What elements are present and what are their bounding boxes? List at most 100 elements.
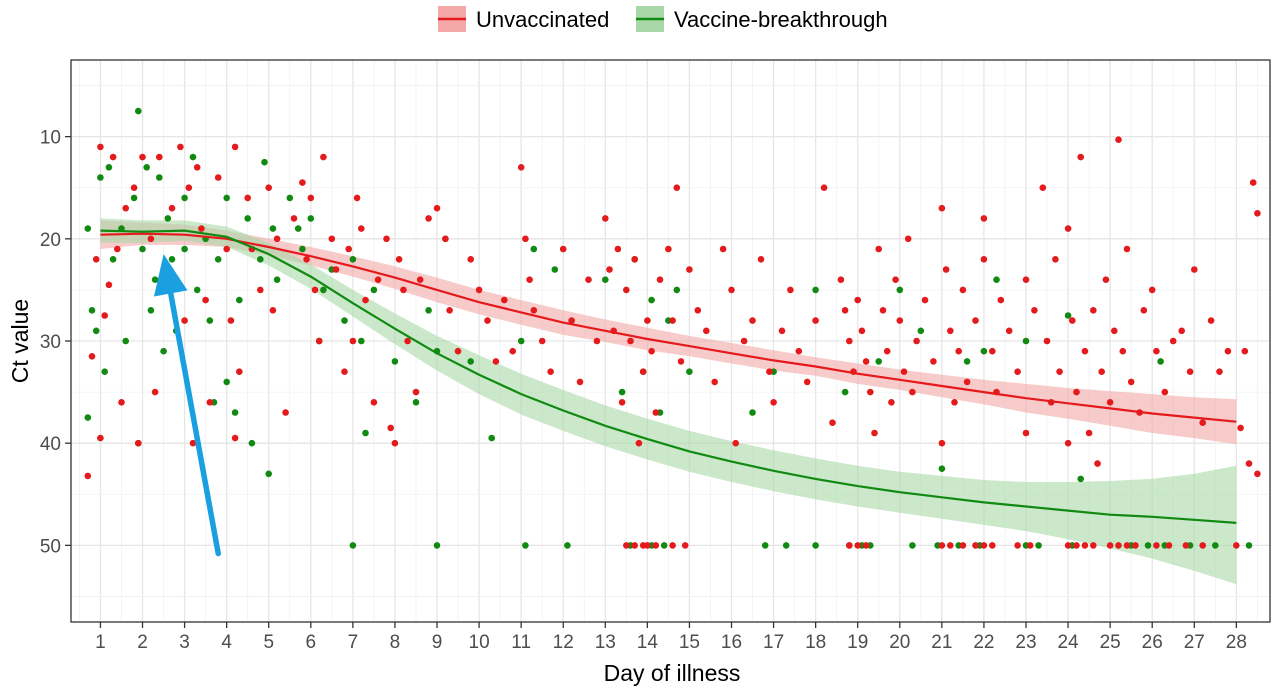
point-vaccine-breakthrough (84, 225, 92, 232)
point-vaccine-breakthrough (391, 358, 399, 365)
point-vaccine-breakthrough (139, 245, 146, 253)
x-tick-label: 16 (721, 632, 742, 653)
point-unvaccinated (101, 312, 108, 319)
point-vaccine-breakthrough (168, 255, 176, 263)
point-vaccine-breakthrough (257, 255, 264, 263)
grid (71, 60, 1270, 622)
point-unvaccinated (374, 276, 382, 284)
x-tick-label: 11 (511, 632, 531, 653)
point-unvaccinated (97, 434, 104, 442)
point-unvaccinated (475, 286, 483, 294)
x-tick-label: 12 (553, 632, 574, 653)
point-unvaccinated-at-50 (652, 542, 660, 549)
point-unvaccinated (185, 184, 193, 191)
point-unvaccinated (290, 215, 298, 222)
point-unvaccinated (416, 276, 424, 284)
point-unvaccinated (1090, 307, 1097, 314)
point-vaccine-breakthrough (261, 158, 268, 166)
point-unvaccinated (509, 347, 516, 355)
point-unvaccinated (84, 472, 92, 480)
point-vaccine-breakthrough (193, 286, 201, 294)
point-vaccine-breakthrough (875, 358, 882, 365)
point-unvaccinated (888, 399, 895, 406)
point-vaccine-breakthrough (530, 245, 538, 253)
point-vaccine-breakthrough (993, 276, 1000, 284)
point-unvaccinated (909, 388, 916, 396)
point-unvaccinated (677, 358, 685, 365)
point-unvaccinated (627, 337, 634, 345)
point-unvaccinated (151, 388, 159, 396)
point-unvaccinated-at-50 (862, 542, 870, 549)
point-vaccine-breakthrough-at-50 (660, 542, 668, 549)
point-unvaccinated (526, 276, 533, 284)
point-unvaccinated (938, 439, 946, 447)
point-unvaccinated (193, 164, 201, 171)
point-vaccine-breakthrough (273, 276, 281, 284)
point-unvaccinated (177, 143, 184, 151)
point-unvaccinated-at-50 (980, 542, 988, 549)
point-unvaccinated (1169, 337, 1177, 345)
point-unvaccinated (1111, 327, 1118, 335)
legend-label-vaccine-breakthrough: Vaccine-breakthrough (674, 7, 888, 32)
data-points (84, 107, 1261, 549)
point-unvaccinated (686, 266, 693, 273)
point-unvaccinated (156, 153, 163, 161)
point-vaccine-breakthrough (105, 164, 113, 171)
point-vaccine-breakthrough (686, 368, 693, 376)
point-unvaccinated (109, 153, 117, 161)
x-tick-label: 27 (1184, 632, 1205, 653)
point-unvaccinated (559, 245, 567, 253)
point-unvaccinated (227, 317, 235, 324)
point-unvaccinated (980, 255, 988, 263)
annotation-arrow-head (154, 254, 188, 297)
point-unvaccinated (400, 286, 407, 294)
x-tick-label: 20 (889, 632, 910, 653)
y-axis: 10 20 30 40 50 (40, 128, 71, 557)
point-unvaccinated-at-50 (681, 542, 689, 549)
point-vaccine-breakthrough (181, 245, 188, 253)
point-unvaccinated (139, 153, 146, 161)
point-unvaccinated (1073, 388, 1080, 396)
point-unvaccinated (538, 337, 546, 345)
point-unvaccinated-at-50 (1233, 542, 1240, 549)
point-unvaccinated-at-50 (644, 542, 651, 549)
point-unvaccinated (328, 235, 336, 243)
point-unvaccinated (501, 296, 508, 304)
point-unvaccinated (1216, 368, 1223, 376)
point-unvaccinated (387, 424, 395, 432)
point-unvaccinated (740, 337, 748, 345)
point-vaccine-breakthrough (122, 337, 129, 345)
point-unvaccinated (766, 368, 773, 376)
point-vaccine-breakthrough (299, 245, 306, 253)
point-vaccine-breakthrough (1157, 358, 1164, 365)
x-tick-label: 7 (348, 632, 359, 653)
point-unvaccinated (1254, 210, 1261, 217)
point-vaccine-breakthrough (206, 317, 214, 324)
point-unvaccinated (1127, 378, 1135, 386)
point-unvaccinated (942, 266, 950, 273)
point-vaccine-breakthrough (362, 429, 369, 437)
point-vaccine-breakthrough (236, 296, 243, 304)
point-vaccine-breakthrough (349, 255, 357, 263)
point-unvaccinated (484, 317, 491, 324)
point-unvaccinated (147, 235, 155, 243)
point-vaccine-breakthrough (467, 358, 475, 365)
point-unvaccinated (669, 317, 676, 324)
point-unvaccinated (1064, 225, 1072, 232)
y-axis-title: Ct value (7, 299, 33, 383)
point-unvaccinated (980, 215, 988, 222)
y-tick-label: 30 (40, 332, 61, 353)
point-unvaccinated (320, 153, 327, 161)
x-tick-label: 24 (1057, 632, 1079, 653)
point-unvaccinated (353, 194, 361, 202)
point-unvaccinated (795, 347, 803, 355)
point-unvaccinated (231, 434, 239, 442)
point-unvaccinated (206, 399, 214, 406)
point-vaccine-breakthrough (963, 358, 971, 365)
point-unvaccinated (631, 255, 638, 263)
point-unvaccinated (892, 276, 899, 284)
point-unvaccinated (644, 317, 651, 324)
point-vaccine-breakthrough (164, 215, 172, 222)
point-vaccine-breakthrough (269, 225, 277, 232)
point-unvaccinated (198, 225, 205, 232)
